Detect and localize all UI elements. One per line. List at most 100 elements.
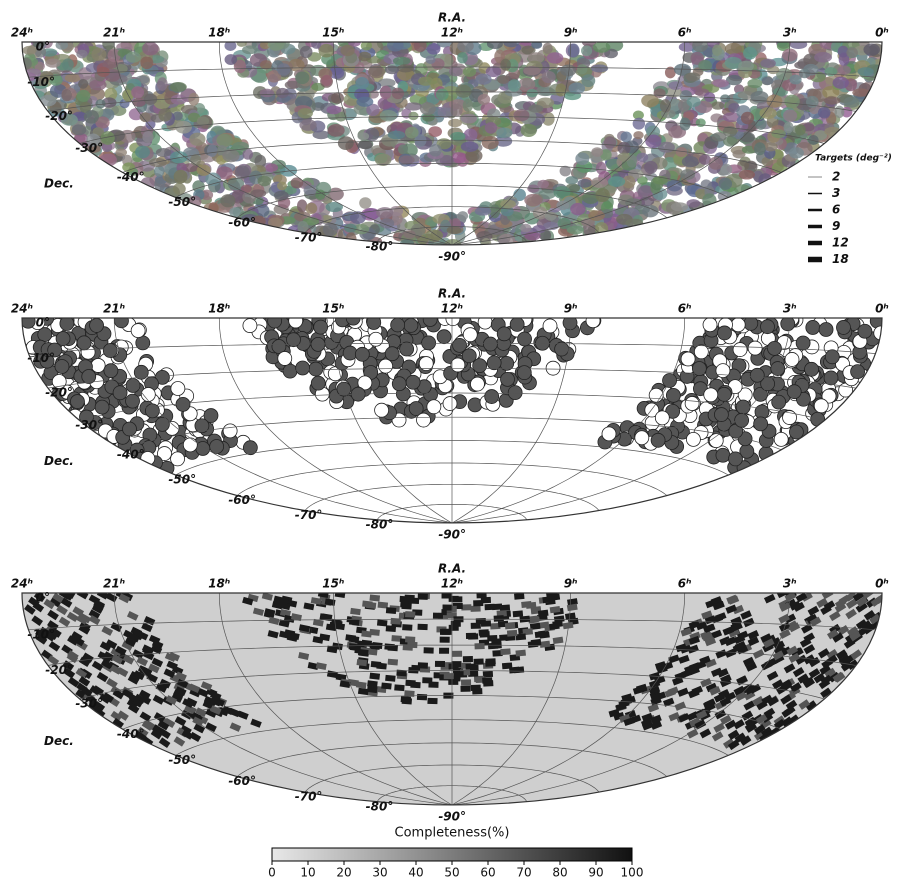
density-blob [633, 131, 643, 139]
dec-label: -60° [228, 493, 256, 507]
density-blob [131, 86, 144, 98]
dec-label: -20° [45, 109, 73, 123]
completeness-patch [539, 631, 550, 638]
density-blob [654, 88, 666, 98]
completeness-patch [514, 593, 524, 600]
ra-label: 6ʰ [678, 302, 692, 316]
density-blob [140, 56, 153, 69]
survey-field [716, 448, 730, 462]
dec-label: -20° [45, 386, 73, 400]
density-blob [857, 67, 873, 76]
density-blob [91, 48, 106, 61]
density-blob [392, 88, 404, 100]
density-blob [581, 45, 592, 56]
ra-label: 6ʰ [678, 577, 692, 591]
survey-field [686, 432, 700, 446]
density-blob [644, 161, 658, 174]
survey-field [296, 361, 310, 375]
survey-field [508, 386, 522, 400]
survey-field [703, 318, 717, 332]
dec-label: -40° [117, 170, 145, 184]
survey-field [750, 368, 764, 382]
survey-coverage [19, 36, 885, 251]
completeness-patch [409, 598, 419, 604]
completeness-patch [386, 625, 396, 632]
survey-field [694, 345, 708, 359]
completeness-patch [526, 602, 537, 609]
survey-field [728, 452, 742, 466]
density-blob [520, 224, 531, 233]
density-blob [393, 57, 411, 65]
survey-field [223, 424, 237, 438]
density-blob [526, 89, 537, 97]
dec-label: -30° [75, 141, 103, 155]
density-blob [665, 67, 676, 79]
dec-label: -60° [228, 215, 256, 229]
density-blob [712, 45, 722, 56]
density-blob [503, 38, 519, 47]
density-blob [824, 97, 841, 105]
completeness-patch [402, 624, 412, 631]
survey-field [806, 320, 820, 334]
density-blob [418, 77, 433, 86]
dec-label: -60° [228, 774, 256, 788]
density-blob [669, 81, 683, 90]
density-blob [593, 42, 611, 53]
density-blob [149, 158, 167, 167]
legend-label: 12 [832, 236, 849, 250]
dec-label: -40° [117, 727, 145, 741]
completeness-patch [390, 618, 400, 625]
survey-field [268, 314, 282, 328]
density-blob [399, 155, 414, 164]
density-blob [497, 75, 509, 84]
density-blob [144, 94, 157, 105]
density-blob [268, 38, 285, 51]
density-blob [174, 170, 188, 184]
completeness-patch [488, 643, 498, 650]
density-blob [478, 94, 491, 105]
density-blob [608, 176, 625, 187]
density-blob [425, 229, 443, 241]
completeness-patch [381, 683, 392, 690]
survey-field [796, 336, 810, 350]
completeness-patch [385, 675, 396, 682]
density-blob [636, 153, 648, 162]
completeness-patch [452, 596, 462, 602]
density-blob [758, 173, 772, 187]
completeness-patch [428, 682, 438, 688]
dec-label: -30° [75, 418, 103, 432]
ra-label: 21ʰ [103, 26, 125, 40]
completeness-patch [405, 611, 415, 618]
density-blob [291, 177, 304, 188]
completeness-patch [418, 594, 428, 600]
colorbar-tick-label: 0 [268, 866, 276, 880]
density-blob [376, 207, 393, 218]
density-blob [449, 67, 463, 77]
survey-field [309, 362, 323, 376]
survey-field [463, 328, 477, 342]
density-blob [645, 135, 661, 148]
density-blob [76, 50, 87, 59]
density-blob [702, 193, 716, 207]
dec-label: -70° [295, 790, 323, 804]
density-blob [274, 191, 289, 200]
density-blob [588, 210, 605, 221]
survey-field [774, 432, 788, 446]
density-blob [463, 67, 476, 77]
density-blob [712, 132, 727, 141]
dec-label: -70° [295, 230, 323, 244]
density-blob [326, 105, 341, 114]
legend: Targets (deg⁻²)23691218 [808, 154, 892, 267]
ra-label: 9ʰ [564, 577, 578, 591]
completeness-patch [529, 615, 540, 622]
ra-label: 12ʰ [441, 302, 463, 316]
survey-field [709, 434, 723, 448]
density-blob [450, 132, 465, 141]
density-blob [547, 52, 564, 63]
density-blob [158, 108, 171, 121]
colorbar-tick-label: 60 [480, 866, 495, 880]
density-blob [260, 89, 274, 98]
completeness-patch [461, 679, 471, 685]
dec-label: -20° [45, 663, 73, 677]
density-blob [591, 64, 608, 72]
